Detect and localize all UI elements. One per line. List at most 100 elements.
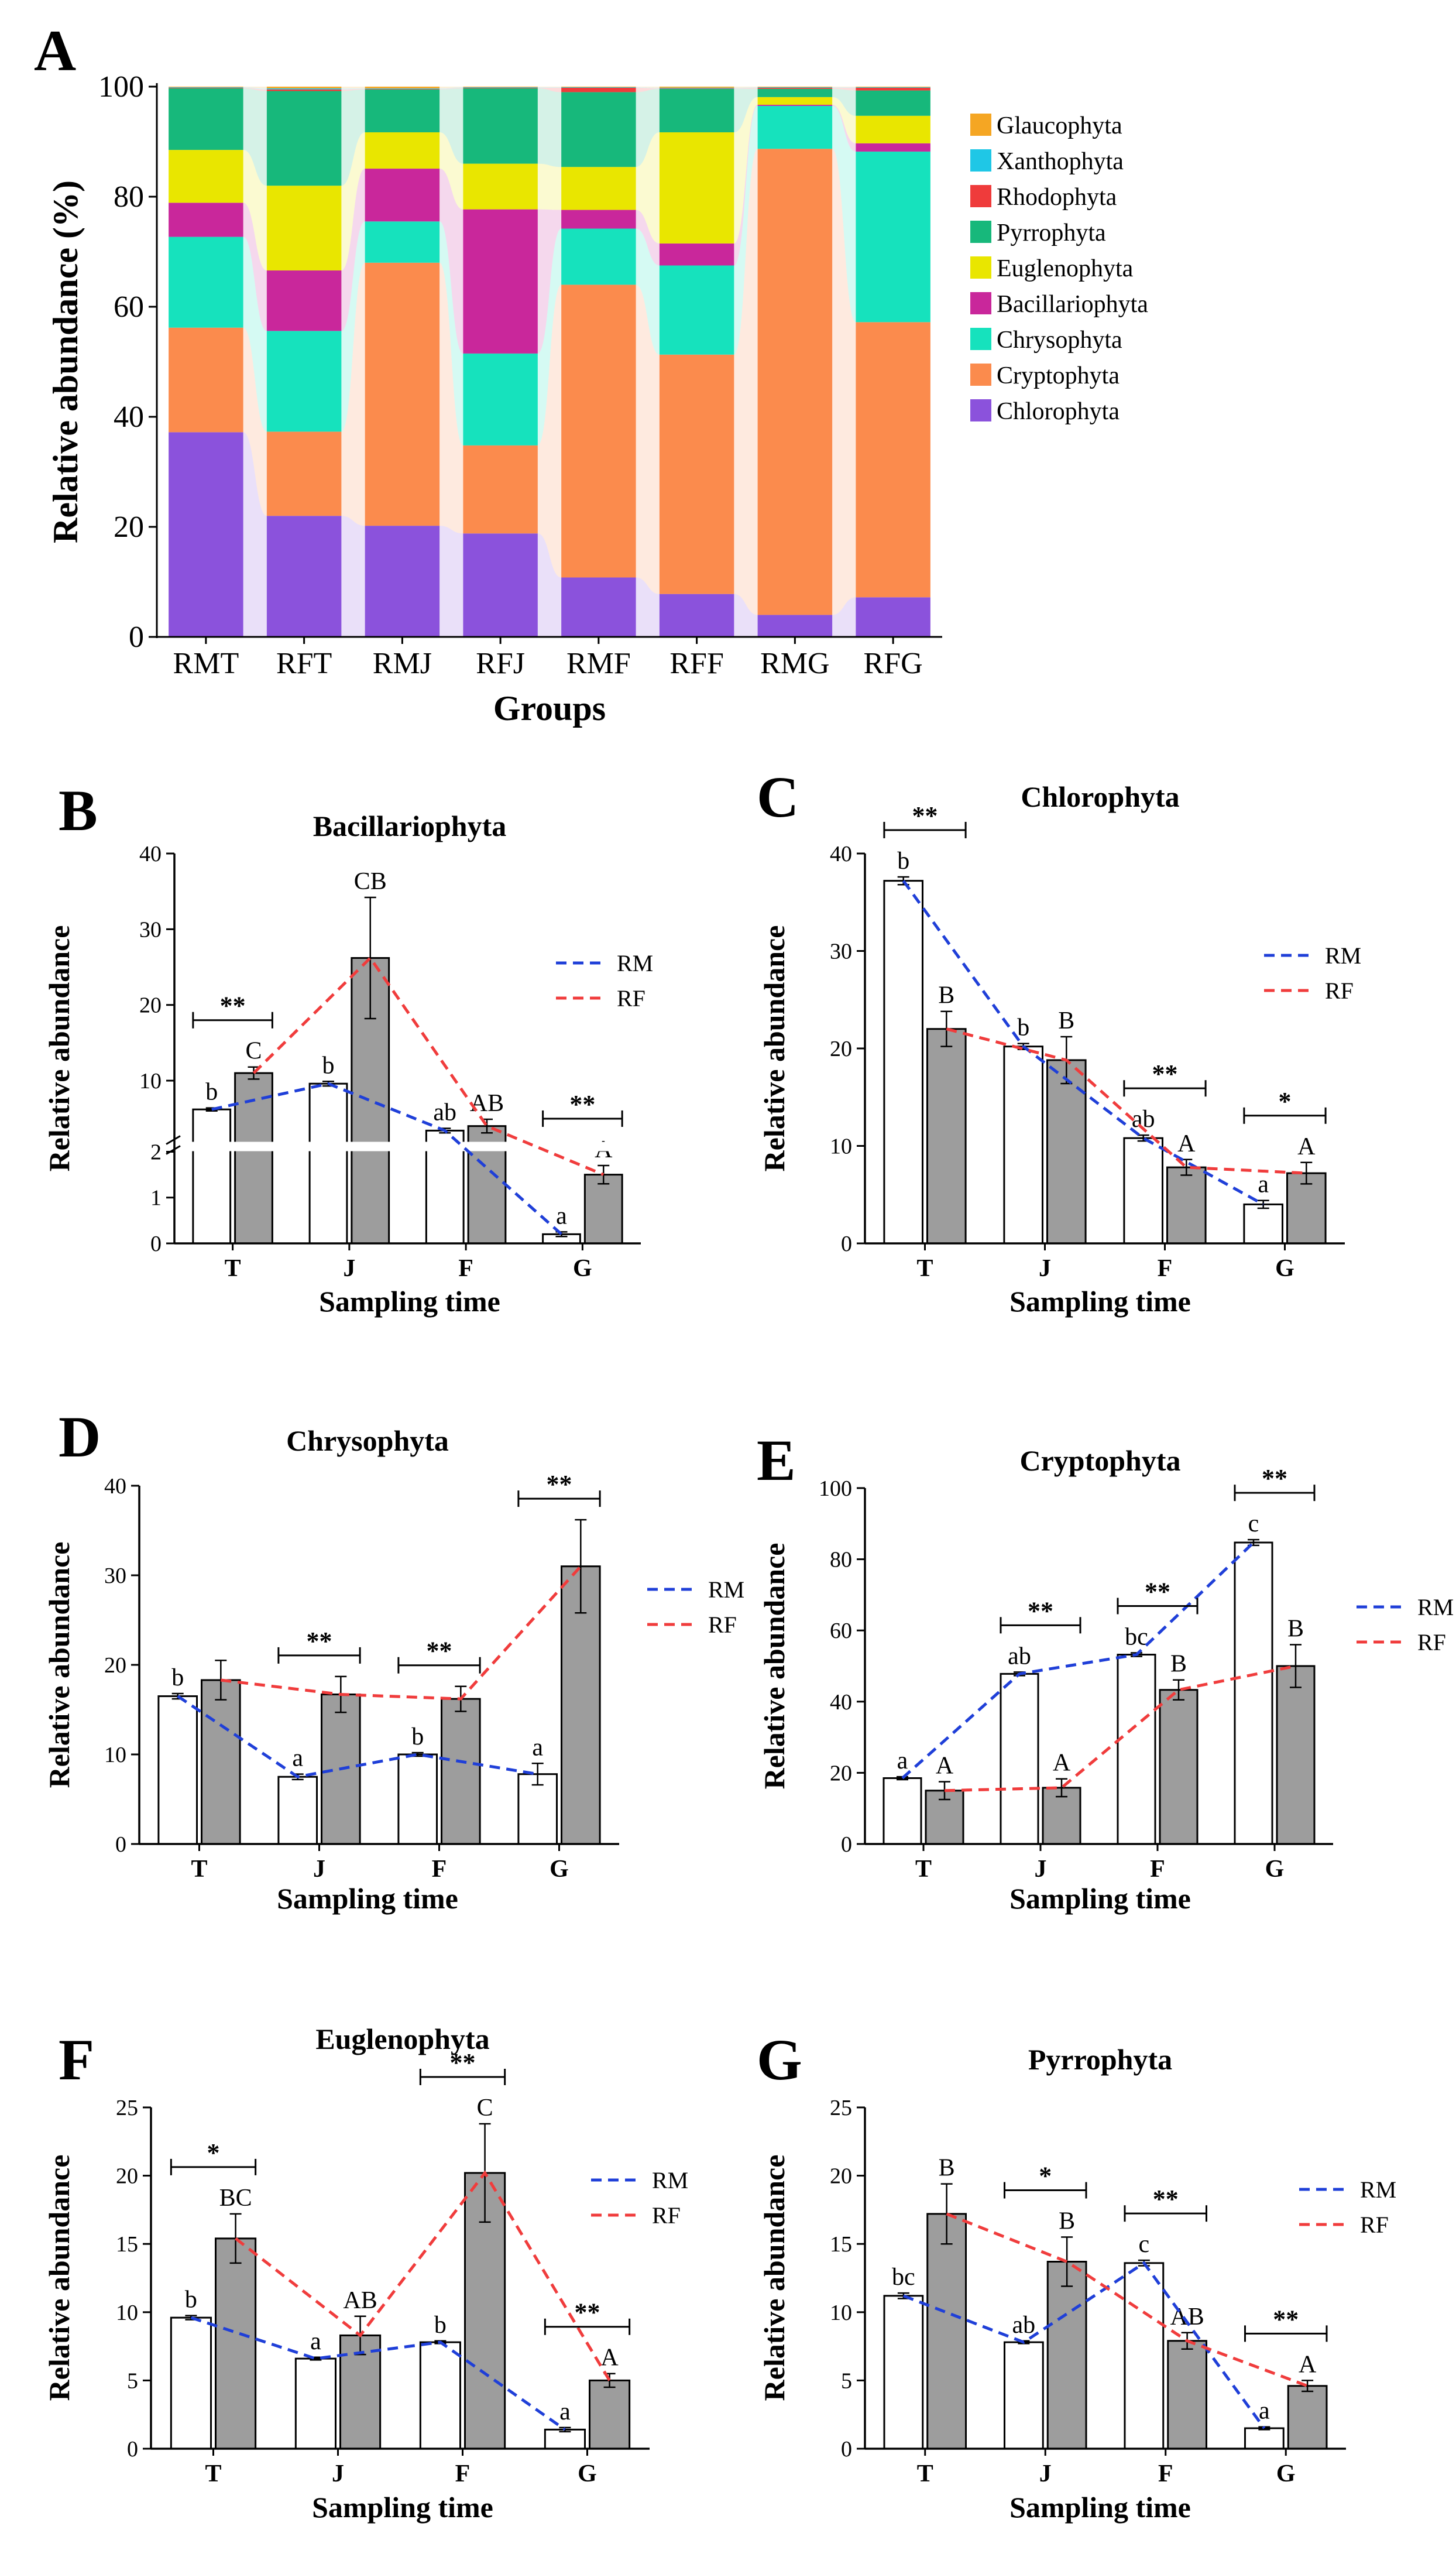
bar-segment-chlorophyta <box>757 615 833 637</box>
x-tick-label: RMG <box>760 647 829 680</box>
y-tick-label: 0 <box>127 2437 138 2462</box>
y-tick-label: 20 <box>116 2164 138 2189</box>
significance-letter: A <box>600 2345 619 2371</box>
bar-segment-pyrrophyta <box>365 89 440 133</box>
bar-segment-rhodophyta <box>561 87 636 92</box>
bar-rf <box>926 2213 967 2450</box>
y-tick-label: 40 <box>104 1474 126 1499</box>
flow-band-cryptophyta <box>832 149 856 615</box>
x-axis-label: Sampling time <box>312 2491 493 2524</box>
y-tick-label: 80 <box>830 1548 852 1572</box>
significance-stars: * <box>1279 1087 1292 1116</box>
bar-rm <box>1003 2341 1044 2450</box>
bar-segment-euglenophyta <box>365 132 440 169</box>
bar-rm <box>192 1108 232 1245</box>
flow-band-pyrrophyta <box>243 88 267 186</box>
bar-rm <box>157 1695 198 1845</box>
bar-rf <box>215 2237 257 2450</box>
significance-letter: B <box>1059 2208 1075 2235</box>
bar-rm <box>883 880 924 1245</box>
significance-letter: B <box>939 2155 955 2182</box>
significance-letter: b <box>205 1079 218 1106</box>
y-tick-label: 2 <box>150 1140 162 1164</box>
legend-label: RM <box>1325 942 1361 969</box>
bar-segment-euglenophyta <box>266 186 342 270</box>
bar-segment-pyrrophyta <box>856 90 930 116</box>
legend-swatch-glaucophyta <box>970 114 991 136</box>
y-tick-label: 0 <box>841 1232 852 1256</box>
flow-band-chrysophyta <box>832 105 856 323</box>
flow-band-chrysophyta <box>537 228 562 445</box>
flow-band-rhodophyta <box>537 87 562 92</box>
bar-rm <box>544 2428 586 2450</box>
y-tick-label: 5 <box>841 2369 852 2393</box>
flow-band-bacillariophyta <box>537 209 562 354</box>
trend-line-rf <box>944 1664 1296 1792</box>
flow-band-bacillariophyta <box>734 105 758 266</box>
bar-segment-chrysophyta <box>169 236 243 328</box>
significance-letter: a <box>1258 1171 1269 1198</box>
panel-b: BBacillariophytabbabaCCBABA****012102030… <box>43 778 653 1318</box>
bar-rm <box>1244 2427 1285 2450</box>
bar-segment-euglenophyta <box>169 150 243 203</box>
x-tick-label: J <box>1035 1856 1047 1883</box>
flow-band-euglenophyta <box>341 132 365 270</box>
y-tick-label: 60 <box>114 290 144 324</box>
y-tick-label: 25 <box>116 2096 138 2120</box>
bar-segment-bacillariophyta <box>463 209 538 354</box>
x-tick-label: RFG <box>864 647 923 680</box>
bar-segment-chrysophyta <box>757 105 833 149</box>
x-tick-label: F <box>1158 2460 1173 2487</box>
x-tick-label: RFJ <box>476 647 525 680</box>
x-tick-label: F <box>1150 1856 1165 1883</box>
y-tick-label: 30 <box>104 1564 126 1588</box>
y-tick-label: 30 <box>830 940 852 964</box>
y-tick-label: 10 <box>830 2301 852 2325</box>
flow-band-pyrrophyta <box>537 88 562 167</box>
bar-segment-chrysophyta <box>856 151 930 323</box>
flow-band-euglenophyta <box>537 163 562 210</box>
significance-stars: ** <box>307 1627 332 1655</box>
bar-rm <box>294 2357 336 2450</box>
legend-label: Pyrrophyta <box>997 220 1106 246</box>
chart-title: Bacillariophyta <box>313 810 507 842</box>
bar-rf <box>1159 1689 1199 1845</box>
flow-band-chrysophyta <box>341 221 365 432</box>
significance-letter: AB <box>470 1090 504 1117</box>
significance-stars: ** <box>912 801 938 830</box>
x-tick-label: F <box>432 1856 447 1883</box>
bar-segment-rhodophyta <box>856 87 930 91</box>
significance-stars: ** <box>1028 1596 1053 1625</box>
bar-segment-xanthophyta <box>266 88 342 90</box>
flow-band-chrysophyta <box>636 228 660 355</box>
axis-break-gap <box>165 1142 649 1151</box>
x-tick-label: RMF <box>566 647 631 680</box>
bar-segment-rhodophyta <box>757 87 833 89</box>
legend-label: Cryptophyta <box>997 362 1120 389</box>
legend-label: RM <box>617 950 653 976</box>
y-tick-label: 20 <box>139 993 162 1018</box>
y-tick-label: 20 <box>830 1761 852 1785</box>
bar-segment-xanthophyta <box>463 87 538 88</box>
significance-letter: b <box>322 1052 334 1079</box>
y-axis-label: Relative abundance <box>43 2155 75 2401</box>
significance-stars: ** <box>1152 1060 1178 1088</box>
panel-letter: E <box>757 1428 796 1493</box>
flow-band-glaucophyta <box>243 87 267 88</box>
panel-e: E Cryptophyta a ab bc c A A B B ** ** ** 0 20 40 60 80 100… <box>757 1428 1454 1915</box>
y-tick-label: 0 <box>150 1232 162 1256</box>
bar-rf <box>1046 1059 1087 1245</box>
chart-title: Pyrrophyta <box>1028 2043 1172 2076</box>
bar-rm <box>308 1082 348 1245</box>
bar-segment-euglenophyta <box>659 132 734 244</box>
x-axis-label: Groups <box>493 689 606 728</box>
significance-letter: ab <box>1012 2312 1036 2339</box>
flow-band-euglenophyta <box>636 132 660 244</box>
flow-band-bacillariophyta <box>439 169 463 354</box>
flow-band-euglenophyta <box>734 97 758 244</box>
x-axis-label: Sampling time <box>1009 1285 1191 1318</box>
x-tick-label: J <box>343 1255 355 1282</box>
bar-segment-bacillariophyta <box>266 270 342 331</box>
significance-stars: ** <box>1273 2305 1299 2333</box>
x-axis-label: Sampling time <box>319 1285 500 1318</box>
